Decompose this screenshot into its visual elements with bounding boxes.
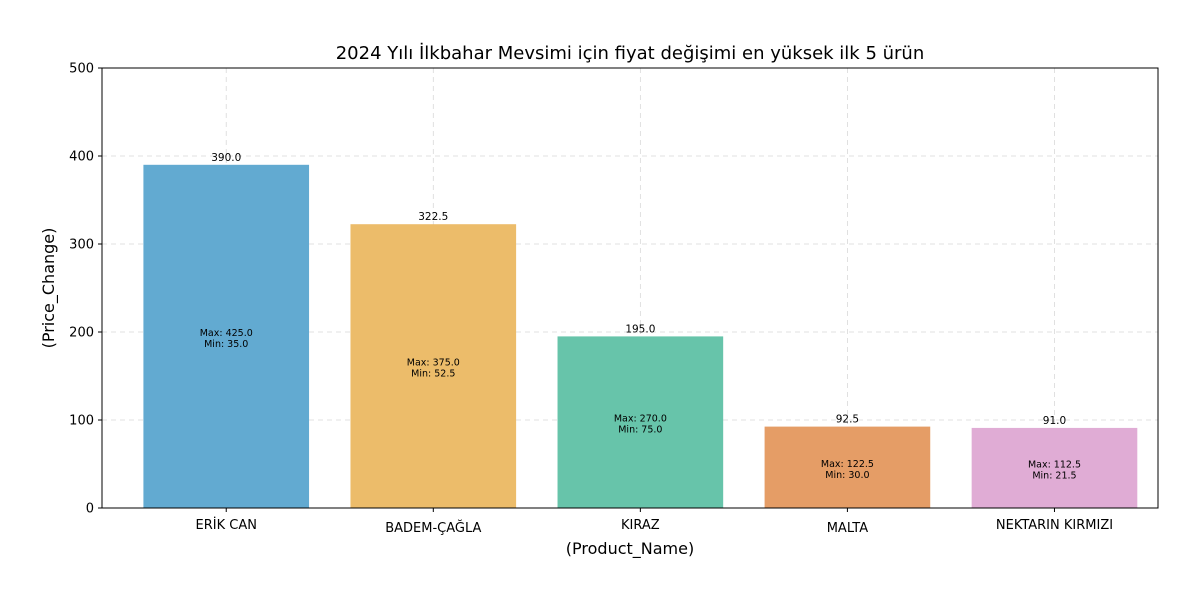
y-tick-label: 300 [69, 238, 94, 253]
y-tick-label: 400 [69, 150, 94, 165]
bar-min-label: Min: 30.0 [825, 470, 869, 481]
bar [764, 426, 931, 508]
bar [143, 164, 310, 509]
bar-min-label: Min: 21.5 [1032, 470, 1076, 481]
y-tick-label: 0 [86, 502, 94, 517]
bar-max-label: Max: 425.0 [200, 328, 253, 339]
bar-value-label: 390.0 [211, 152, 241, 164]
bar [557, 336, 724, 508]
bar-max-label: Max: 112.5 [1028, 459, 1081, 470]
bar-value-label: 92.5 [836, 414, 859, 426]
x-axis-label: (Product_Name) [566, 539, 694, 559]
x-tick-label: BADEM-ÇAĞLA [385, 520, 481, 536]
bar-min-label: Min: 75.0 [618, 425, 662, 436]
x-tick-label: MALTA [827, 521, 868, 536]
x-tick-label: ERİK CAN [196, 517, 257, 533]
bar-max-label: Max: 375.0 [407, 358, 460, 369]
bar [971, 427, 1138, 508]
plot-frame [101, 67, 1159, 509]
y-axis: 0 100 200 300 400 500 [69, 62, 102, 517]
x-tick-label: NEKTARIN KIRMIZI [996, 518, 1113, 533]
bar-max-label: Max: 122.5 [821, 459, 874, 470]
bar-min-label: Min: 52.5 [411, 369, 455, 380]
bar-min-label: Min: 35.0 [204, 339, 248, 350]
bar-value-label: 195.0 [625, 323, 655, 335]
y-tick-label: 200 [69, 326, 94, 341]
bar-max-label: Max: 270.0 [614, 414, 667, 425]
bar-value-label: 322.5 [418, 211, 448, 223]
x-axis: ERİK CAN BADEM-ÇAĞLA KIRAZ MALTA NEKTARIN KI… [196, 508, 1113, 536]
y-tick-label: 100 [69, 414, 94, 429]
bars [143, 164, 1138, 509]
x-tick-label: KIRAZ [621, 518, 660, 533]
y-axis-label: (Price_Change) [39, 228, 59, 349]
chart-title: 2024 Yılı İlkbahar Mevsimi için fiyat de… [336, 43, 925, 64]
y-tick-label: 500 [69, 62, 94, 77]
bar-value-label: 91.0 [1043, 415, 1066, 427]
bar [350, 224, 517, 508]
